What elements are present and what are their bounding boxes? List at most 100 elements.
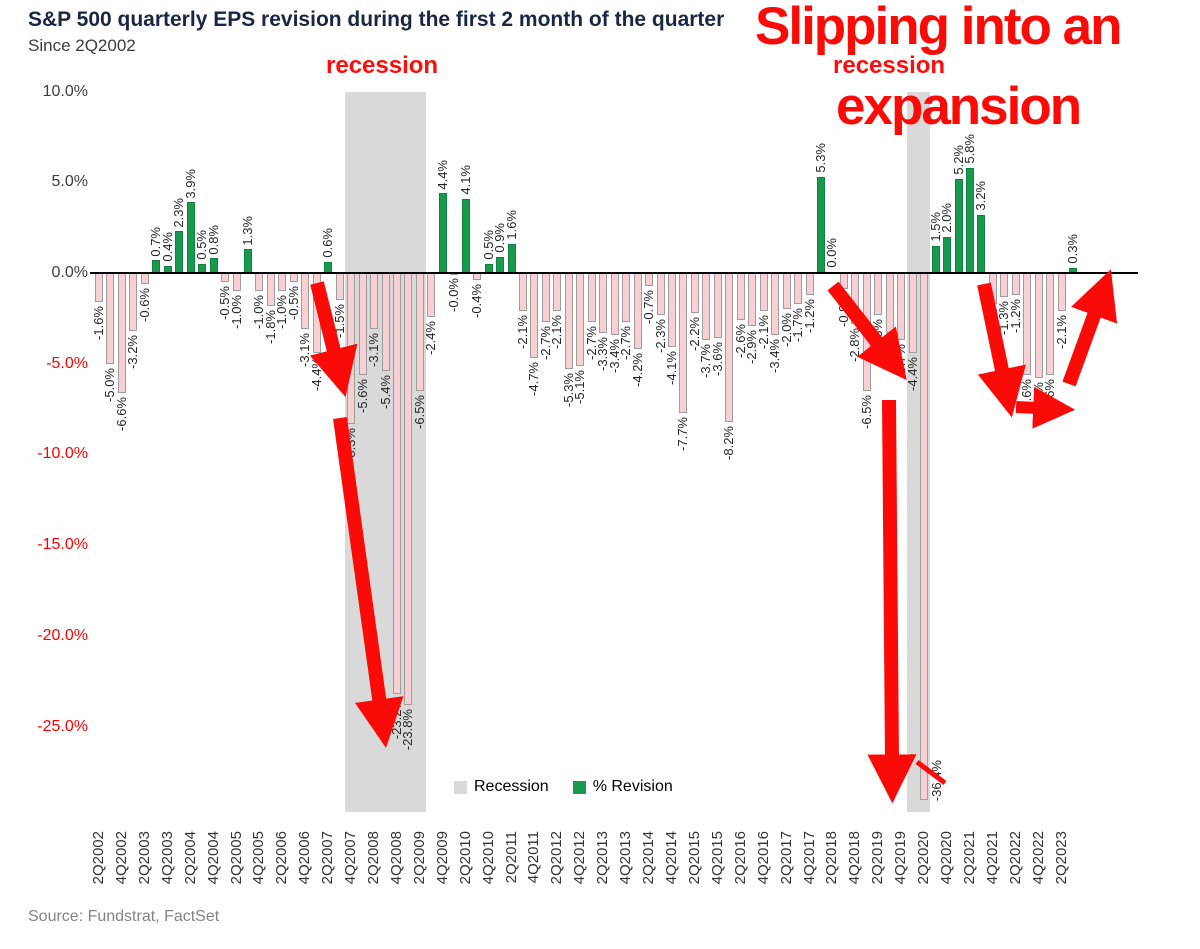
bar-label: -0.6% [136, 287, 152, 322]
bar [908, 273, 917, 353]
bar [312, 273, 321, 353]
bar [954, 178, 963, 273]
bar [496, 256, 505, 273]
x-tick-label: 4Q2019 [892, 831, 910, 885]
bar-label: 5.8% [961, 134, 977, 164]
bar [370, 273, 379, 330]
legend-label-recession: Recession [474, 778, 549, 795]
x-tick-label: 4Q2011 [525, 831, 543, 884]
bar-label: -0.5% [285, 286, 301, 321]
bar-label: -7.7% [675, 416, 691, 451]
bar-label: -0.4% [469, 284, 485, 319]
bar [599, 273, 608, 333]
x-tick-label: 2Q2003 [135, 831, 153, 885]
bar-label: 1.3% [239, 215, 255, 246]
bar [301, 273, 310, 330]
bar [1023, 273, 1032, 375]
x-tick-label: 2Q2009 [410, 831, 428, 885]
bar [839, 273, 848, 290]
bar [805, 273, 814, 295]
y-tick-label: -25.0% [37, 717, 88, 735]
bar [335, 273, 344, 301]
bar [622, 273, 631, 322]
bar [736, 273, 745, 321]
bar-label: 4.4% [434, 159, 450, 190]
bar [931, 245, 940, 273]
bar-label: -6.5% [411, 394, 427, 429]
bar [106, 273, 115, 364]
bar-label: 4.1% [457, 165, 473, 195]
x-tick-label: 4Q2010 [479, 831, 497, 885]
bar-label: 0.6% [320, 228, 336, 259]
bar-label: -2.1% [549, 315, 565, 350]
bar [988, 273, 997, 304]
bar-label: -4.4% [308, 356, 324, 391]
bar-label: -0.0% [446, 278, 462, 312]
bar [1057, 273, 1066, 312]
bar [175, 231, 184, 273]
bar [587, 273, 596, 322]
bar-label: -2.1% [515, 315, 531, 350]
x-tick-label: 2Q2010 [456, 831, 474, 885]
bar-label: -3.6% [709, 342, 725, 377]
y-tick-label: -5.0% [46, 354, 88, 372]
y-tick-label: -15.0% [37, 536, 88, 554]
legend-label-revision: % Revision [592, 778, 673, 795]
x-tick-label: 4Q2017 [800, 831, 818, 885]
bar-label: -5.1% [572, 369, 588, 404]
bar-label: -5.6% [1042, 378, 1058, 413]
bar [564, 273, 573, 370]
x-tick-label: 2Q2019 [869, 831, 887, 885]
bar-label: -8.3% [343, 427, 359, 462]
bar [381, 273, 390, 371]
bar [1034, 273, 1043, 379]
bar [713, 273, 722, 339]
bar [1000, 273, 1009, 297]
bar [851, 273, 860, 324]
bar [221, 273, 230, 283]
bar-label: -5.6% [354, 378, 370, 413]
legend-item-recession: Recession [454, 778, 549, 796]
y-tick-label: 0.0% [51, 264, 88, 281]
bar [95, 273, 103, 303]
bar [519, 273, 528, 312]
x-tick-label: 4Q2015 [708, 831, 726, 885]
bar [392, 273, 401, 694]
y-tick-label: -20.0% [37, 626, 88, 644]
bar [255, 273, 264, 292]
bar-label: -1.6% [91, 306, 106, 340]
x-tick-label: 4Q2021 [983, 831, 1001, 885]
x-axis-line [90, 272, 1138, 274]
bar-label: -36.4% [929, 760, 945, 802]
x-tick-label: 2Q2020 [915, 831, 933, 885]
x-tick-label: 2Q2023 [1052, 831, 1070, 885]
bar-label: 0.8% [205, 224, 221, 255]
y-tick-label: 10.0% [42, 82, 88, 100]
bar-label: -2.3% [652, 318, 668, 353]
x-tick-label: 4Q2012 [571, 831, 589, 885]
bar [347, 273, 356, 424]
bar-label: -1.2% [801, 298, 817, 333]
bar [427, 273, 436, 317]
bar-label: 5.3% [812, 143, 828, 173]
x-tick-label: 2Q2005 [227, 831, 245, 885]
bar [943, 236, 952, 273]
bar-label: 3.2% [973, 181, 989, 211]
bar [404, 273, 413, 705]
bar [289, 273, 298, 283]
x-tick-label: 2Q2022 [1006, 831, 1024, 885]
bar [874, 273, 883, 315]
bar-label: -4.2% [629, 353, 645, 388]
revision-swatch [572, 780, 586, 794]
y-tick-label: 5.0% [51, 173, 88, 191]
source-credit: Source: Fundstrat, FactSet [28, 908, 220, 925]
x-tick-label: 4Q2008 [387, 831, 405, 885]
x-tick-label: 2Q2013 [594, 831, 612, 885]
bar [461, 198, 470, 273]
bar [507, 243, 516, 273]
bar-label: -6.6% [113, 396, 129, 431]
headline-line1: Slipping into an [755, 0, 1122, 56]
bar-label: -23.8% [400, 708, 416, 750]
x-tick-label: 4Q2005 [250, 831, 268, 885]
bar-label: 1.6% [503, 210, 519, 240]
